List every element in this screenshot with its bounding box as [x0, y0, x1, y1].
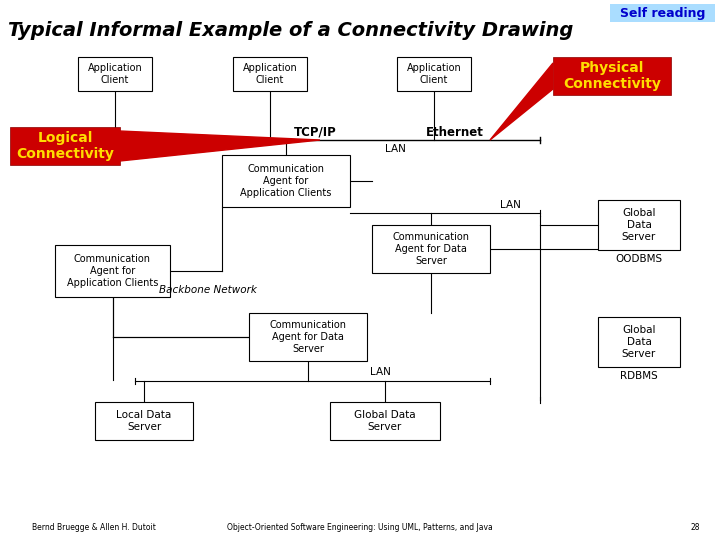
- FancyBboxPatch shape: [55, 245, 170, 297]
- Text: Bernd Bruegge & Allen H. Dutoit: Bernd Bruegge & Allen H. Dutoit: [32, 523, 156, 532]
- FancyBboxPatch shape: [249, 313, 367, 361]
- Text: Application
Client: Application Client: [88, 63, 143, 85]
- Text: Global Data
Server: Global Data Server: [354, 410, 416, 432]
- Text: Backbone Network: Backbone Network: [159, 285, 257, 295]
- Text: Global
Data
Server: Global Data Server: [622, 326, 656, 359]
- FancyBboxPatch shape: [598, 317, 680, 367]
- Text: Logical
Connectivity: Logical Connectivity: [16, 131, 114, 161]
- Text: RDBMS: RDBMS: [620, 371, 658, 381]
- Text: LAN: LAN: [384, 144, 405, 154]
- Text: Typical Informal Example of a Connectivity Drawing: Typical Informal Example of a Connectivi…: [8, 21, 573, 39]
- Text: TCP/IP: TCP/IP: [294, 125, 336, 138]
- Polygon shape: [490, 63, 553, 140]
- Text: Application
Client: Application Client: [243, 63, 297, 85]
- FancyBboxPatch shape: [598, 200, 680, 250]
- Text: 28: 28: [690, 523, 700, 532]
- FancyBboxPatch shape: [372, 225, 490, 273]
- FancyBboxPatch shape: [610, 4, 715, 22]
- FancyBboxPatch shape: [553, 57, 671, 95]
- Text: Global
Data
Server: Global Data Server: [622, 208, 656, 241]
- Text: Communication
Agent for
Application Clients: Communication Agent for Application Clie…: [240, 164, 332, 198]
- Text: Object-Oriented Software Engineering: Using UML, Patterns, and Java: Object-Oriented Software Engineering: Us…: [227, 523, 493, 532]
- FancyBboxPatch shape: [222, 155, 350, 207]
- FancyBboxPatch shape: [95, 402, 193, 440]
- FancyBboxPatch shape: [233, 57, 307, 91]
- Text: Self reading: Self reading: [620, 6, 705, 19]
- FancyBboxPatch shape: [78, 57, 152, 91]
- Text: LAN: LAN: [500, 200, 521, 210]
- Text: Communication
Agent for Data
Server: Communication Agent for Data Server: [392, 232, 469, 266]
- Text: Communication
Agent for
Application Clients: Communication Agent for Application Clie…: [67, 254, 158, 288]
- FancyBboxPatch shape: [10, 127, 120, 165]
- Text: Ethernet: Ethernet: [426, 125, 484, 138]
- Text: Application
Client: Application Client: [407, 63, 462, 85]
- Text: LAN: LAN: [369, 367, 390, 377]
- Text: OODBMS: OODBMS: [616, 254, 662, 264]
- Polygon shape: [120, 131, 320, 161]
- Text: Physical
Connectivity: Physical Connectivity: [563, 61, 661, 91]
- FancyBboxPatch shape: [397, 57, 471, 91]
- FancyBboxPatch shape: [330, 402, 440, 440]
- Text: Communication
Agent for Data
Server: Communication Agent for Data Server: [269, 320, 346, 354]
- Text: Local Data
Server: Local Data Server: [117, 410, 171, 432]
